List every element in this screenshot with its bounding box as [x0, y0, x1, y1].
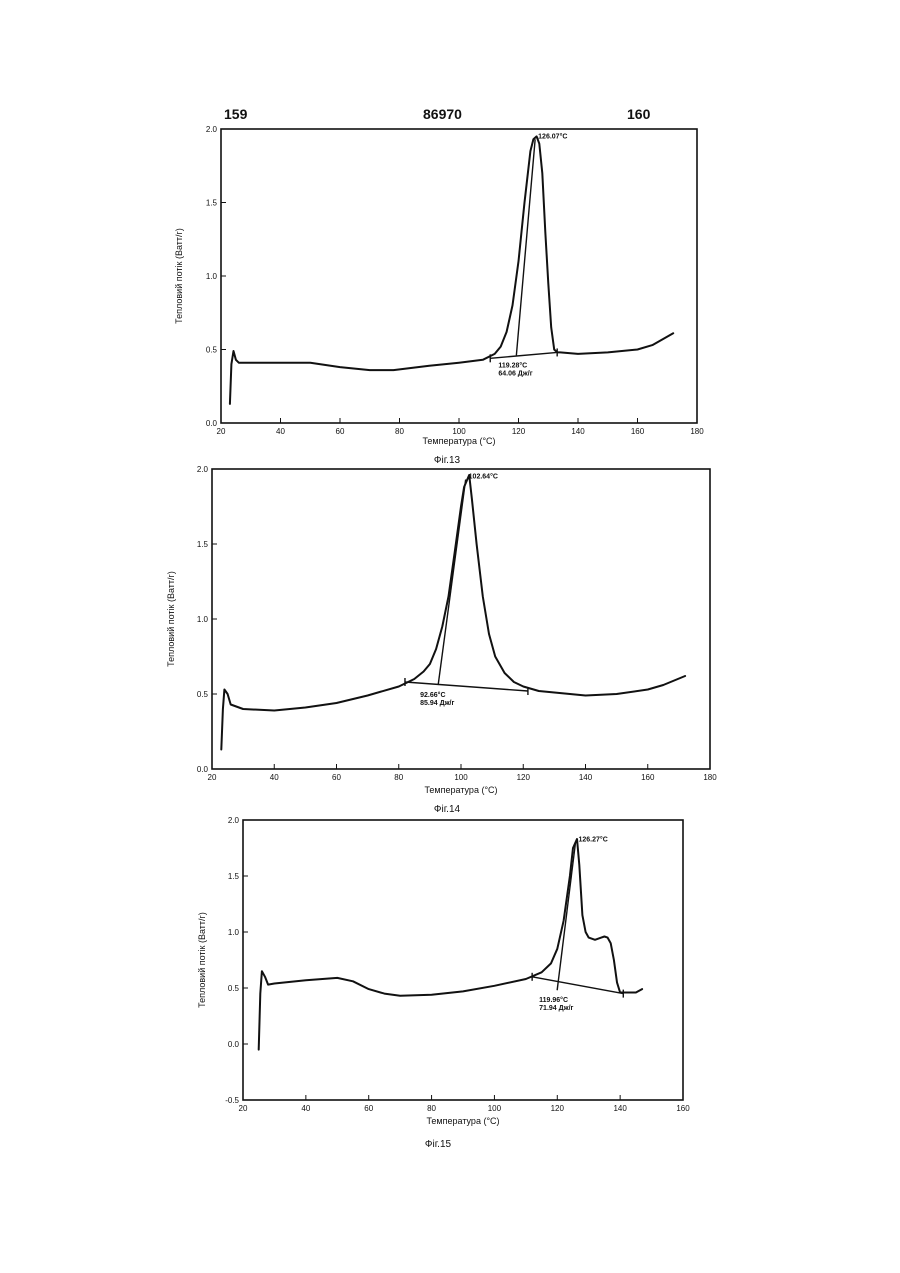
fig2-onset-tangent — [438, 480, 466, 686]
fig3-y-tick-label: 1.0 — [228, 928, 240, 937]
fig1-x-tick-label: 80 — [395, 427, 404, 436]
fig1-y-tick-label: 2.0 — [206, 125, 218, 134]
fig2-peak-label: 102.64°C — [469, 473, 498, 481]
fig1-heat-flow-curve — [230, 136, 673, 404]
fig2-caption: Фіг.14 — [434, 804, 461, 815]
fig3-x-axis-label: Температура (°C) — [426, 1116, 499, 1126]
fig1-enthalpy-label: 64.06 Дж/г — [498, 370, 532, 377]
fig1-plot-frame — [221, 129, 697, 423]
fig2-y-tick-label: 1.5 — [197, 540, 209, 549]
fig2-x-tick-label: 140 — [579, 773, 593, 782]
fig2-y-tick-label: 2.0 — [197, 465, 209, 474]
fig2-x-tick-label: 60 — [332, 773, 341, 782]
fig1-y-tick-label: 1.5 — [206, 199, 218, 208]
fig1-x-axis-label: Температура (°C) — [422, 436, 495, 446]
fig1-x-tick-label: 40 — [276, 427, 285, 436]
fig2-y-tick-label: 0.5 — [197, 690, 209, 699]
fig2-enthalpy-label: 85.94 Дж/г — [420, 700, 454, 707]
fig2-x-tick-label: 80 — [394, 773, 403, 782]
fig2-x-tick-label: 180 — [703, 773, 717, 782]
fig3-x-tick-label: 20 — [239, 1104, 248, 1113]
fig1-y-tick-label: 0.0 — [206, 419, 218, 428]
fig1-onset-label: 119.28°C — [498, 361, 527, 369]
fig1-x-tick-label: 100 — [452, 427, 466, 436]
fig2-y-tick-label: 1.0 — [197, 615, 209, 624]
fig2-baseline — [405, 682, 528, 691]
fig3-y-tick-label: 1.5 — [228, 872, 240, 881]
fig3-plot-frame — [243, 820, 683, 1100]
fig3-x-tick-label: 40 — [301, 1104, 310, 1113]
fig3-x-tick-label: 80 — [427, 1104, 436, 1113]
fig2-x-tick-label: 100 — [454, 773, 468, 782]
fig3-x-tick-label: 120 — [551, 1104, 565, 1113]
fig1-peak-label: 126.07°C — [538, 132, 567, 140]
fig3-y-tick-label: 2.0 — [228, 816, 240, 825]
fig3-peak-label: 126.27°C — [579, 835, 608, 843]
fig2-x-tick-label: 160 — [641, 773, 655, 782]
fig1-x-tick-label: 120 — [512, 427, 526, 436]
fig2-heat-flow-curve — [221, 475, 685, 750]
fig3-x-tick-label: 60 — [364, 1104, 373, 1113]
fig2-x-tick-label: 20 — [208, 773, 217, 782]
fig3-caption: Фіг.15 — [425, 1139, 452, 1150]
fig3-y-tick-label: -0.5 — [225, 1096, 239, 1105]
fig3-heat-flow-curve — [259, 839, 642, 1050]
fig3-y-tick-label: 0.5 — [228, 984, 240, 993]
fig2-x-tick-label: 120 — [517, 773, 531, 782]
fig3-onset-tangent — [557, 842, 575, 990]
fig3-onset-label: 119.96°C — [539, 996, 568, 1004]
fig1-y-axis-label: Тепловий потік (Ватт/г) — [174, 228, 184, 324]
fig1-y-tick-label: 0.5 — [206, 346, 218, 355]
fig3-x-tick-label: 100 — [488, 1104, 502, 1113]
fig3-enthalpy-label: 71.94 Дж/г — [539, 1005, 573, 1012]
fig2-y-axis-label: Тепловий потік (Ватт/г) — [166, 571, 176, 667]
fig1-x-tick-label: 140 — [571, 427, 585, 436]
fig2-y-tick-label: 0.0 — [197, 765, 209, 774]
fig3-baseline — [532, 977, 623, 994]
fig1-x-tick-label: 20 — [217, 427, 226, 436]
fig3-y-axis-label: Тепловий потік (Ватт/г) — [197, 912, 207, 1008]
fig2-onset-label: 92.66°C — [420, 691, 445, 699]
fig3-x-tick-label: 160 — [676, 1104, 690, 1113]
fig2-x-tick-label: 40 — [270, 773, 279, 782]
fig1-x-tick-label: 160 — [631, 427, 645, 436]
fig3-x-tick-label: 140 — [613, 1104, 627, 1113]
fig1-x-tick-label: 180 — [690, 427, 704, 436]
fig1-baseline — [490, 352, 557, 358]
fig2-x-axis-label: Температура (°C) — [424, 785, 497, 795]
fig1-x-tick-label: 60 — [336, 427, 345, 436]
fig1-y-tick-label: 1.0 — [206, 272, 218, 281]
fig1-caption: Фіг.13 — [434, 455, 461, 466]
fig3-y-tick-label: 0.0 — [228, 1040, 240, 1049]
